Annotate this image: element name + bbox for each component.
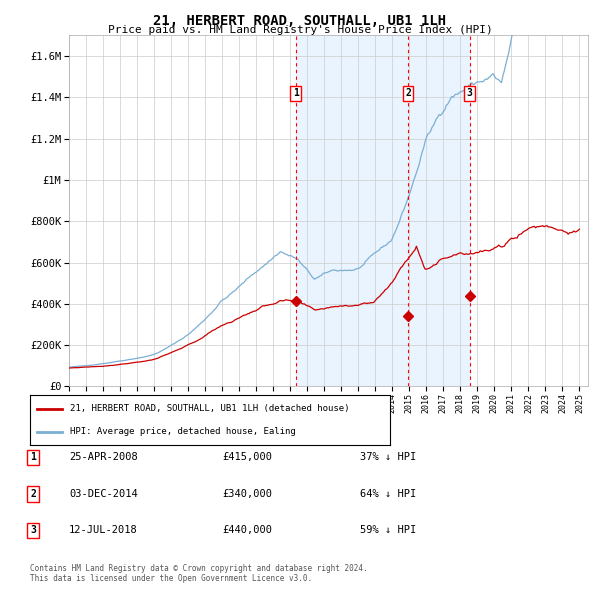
Text: 21, HERBERT ROAD, SOUTHALL, UB1 1LH: 21, HERBERT ROAD, SOUTHALL, UB1 1LH — [154, 14, 446, 28]
Text: £340,000: £340,000 — [222, 489, 272, 499]
Text: £415,000: £415,000 — [222, 453, 272, 462]
Text: 3: 3 — [30, 526, 36, 535]
Text: Contains HM Land Registry data © Crown copyright and database right 2024.
This d: Contains HM Land Registry data © Crown c… — [30, 563, 368, 583]
Text: 03-DEC-2014: 03-DEC-2014 — [69, 489, 138, 499]
Text: 12-JUL-2018: 12-JUL-2018 — [69, 526, 138, 535]
Text: 59% ↓ HPI: 59% ↓ HPI — [360, 526, 416, 535]
Text: Price paid vs. HM Land Registry's House Price Index (HPI): Price paid vs. HM Land Registry's House … — [107, 25, 493, 35]
Text: 64% ↓ HPI: 64% ↓ HPI — [360, 489, 416, 499]
Text: 2: 2 — [30, 489, 36, 499]
Text: HPI: Average price, detached house, Ealing: HPI: Average price, detached house, Eali… — [70, 427, 295, 437]
Text: 2: 2 — [405, 88, 411, 98]
Text: 1: 1 — [30, 453, 36, 462]
Text: 1: 1 — [293, 88, 299, 98]
Text: 3: 3 — [467, 88, 473, 98]
Text: 21, HERBERT ROAD, SOUTHALL, UB1 1LH (detached house): 21, HERBERT ROAD, SOUTHALL, UB1 1LH (det… — [70, 404, 349, 414]
Text: 25-APR-2008: 25-APR-2008 — [69, 453, 138, 462]
Text: £440,000: £440,000 — [222, 526, 272, 535]
Text: 37% ↓ HPI: 37% ↓ HPI — [360, 453, 416, 462]
Bar — [296, 35, 470, 386]
